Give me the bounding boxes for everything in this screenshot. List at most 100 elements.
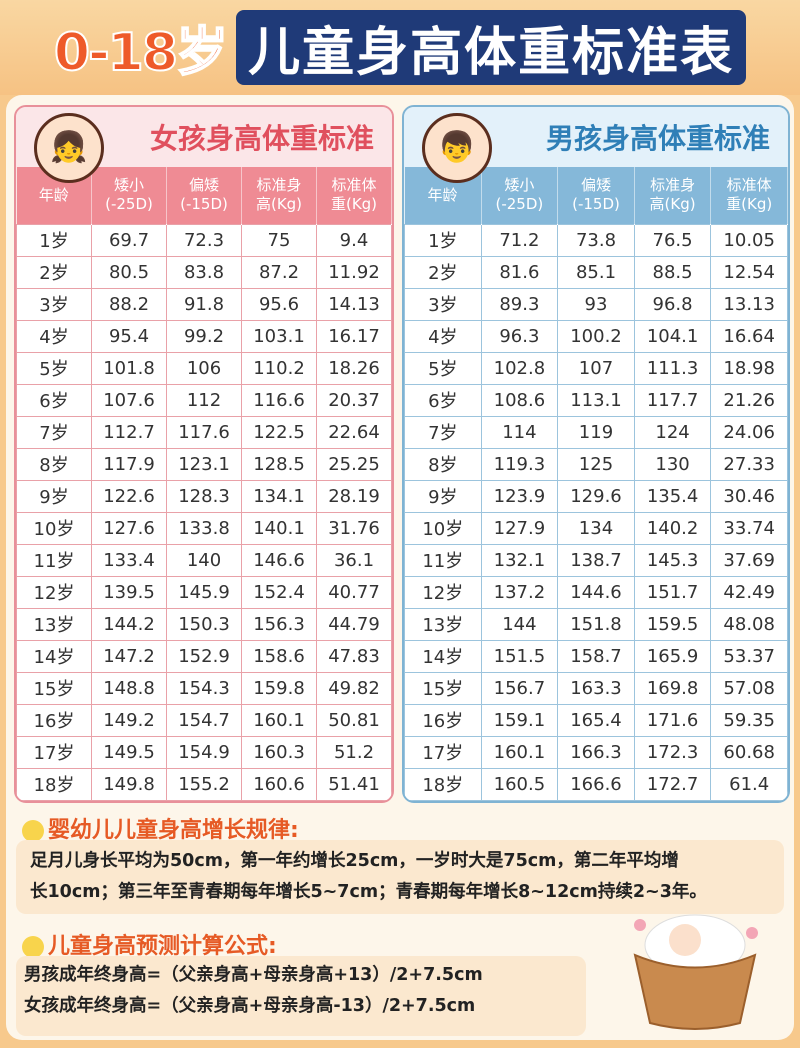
age-cell: 6岁 [16,383,92,417]
boy-table-row: 8岁 119.3 125 130 27.33 [404,447,788,481]
age-cell: 12岁 [404,575,482,609]
boy-table-row: 1岁 71.2 73.8 76.5 10.05 [404,223,788,257]
value-cell: 160.6 [241,767,317,801]
value-cell: 119 [557,415,635,449]
formula-text-box: 男孩成年终身高=（父亲身高+母亲身高+13）/2+7.5cm 女孩成年终身高=（… [16,956,586,1036]
girl-column-header: 标准身 高(Kg) [241,167,317,224]
value-cell: 130 [633,447,712,481]
girl-table-row: 18岁 149.8 155.2 160.6 51.41 [16,767,392,801]
value-cell: 172.7 [633,767,712,801]
boy-table-row: 14岁 151.5 158.7 165.9 53.37 [404,639,788,673]
value-cell: 100.2 [557,319,635,353]
girl-table-row: 9岁 122.6 128.3 134.1 28.19 [16,479,392,513]
value-cell: 24.06 [710,415,788,449]
value-cell: 150.3 [166,607,242,641]
value-cell: 61.4 [710,767,788,801]
value-cell: 101.8 [91,351,167,385]
value-cell: 37.69 [710,543,788,577]
boy-table-row: 17岁 160.1 166.3 172.3 60.68 [404,735,788,769]
age-cell: 3岁 [16,287,92,321]
value-cell: 117.9 [91,447,167,481]
value-cell: 166.6 [557,767,635,801]
value-cell: 31.76 [316,511,392,545]
value-cell: 119.3 [480,447,559,481]
value-cell: 151.8 [557,607,635,641]
age-cell: 10岁 [404,511,482,545]
age-cell: 7岁 [16,415,92,449]
boy-table-row: 9岁 123.9 129.6 135.4 30.46 [404,479,788,513]
value-cell: 151.5 [480,639,559,673]
boy-column-header: 矮小 (-25D) [481,167,559,224]
value-cell: 114 [480,415,559,449]
value-cell: 47.83 [316,639,392,673]
value-cell: 81.6 [480,255,559,289]
value-cell: 16.64 [710,319,788,353]
value-cell: 128.5 [241,447,317,481]
age-cell: 11岁 [16,543,92,577]
value-cell: 117.7 [633,383,712,417]
value-cell: 18.26 [316,351,392,385]
value-cell: 163.3 [557,671,635,705]
age-cell: 5岁 [16,351,92,385]
value-cell: 113.1 [557,383,635,417]
value-cell: 122.5 [241,415,317,449]
age-cell: 4岁 [16,319,92,353]
value-cell: 80.5 [91,255,167,289]
girl-table-row: 8岁 117.9 123.1 128.5 25.25 [16,447,392,481]
baby-basket-icon [633,914,758,1030]
age-cell: 7岁 [404,415,482,449]
value-cell: 132.1 [480,543,559,577]
boy-table-row: 4岁 96.3 100.2 104.1 16.64 [404,319,788,353]
value-cell: 158.6 [241,639,317,673]
title-age-range: 0-18岁 [53,22,229,84]
age-cell: 5岁 [404,351,482,385]
age-cell: 4岁 [404,319,482,353]
age-cell: 10岁 [16,511,92,545]
value-cell: 9.4 [316,223,392,257]
formula-title-text: 儿童身高预测计算公式: [48,934,277,959]
girl-table-row: 2岁 80.5 83.8 87.2 11.92 [16,255,392,289]
value-cell: 133.8 [166,511,242,545]
girl-table-row: 13岁 144.2 150.3 156.3 44.79 [16,607,392,641]
girl-table-row: 3岁 88.2 91.8 95.6 14.13 [16,287,392,321]
girl-table-row: 6岁 107.6 112 116.6 20.37 [16,383,392,417]
age-cell: 3岁 [404,287,482,321]
value-cell: 48.08 [710,607,788,641]
value-cell: 60.68 [710,735,788,769]
value-cell: 76.5 [633,223,712,257]
girl-table-row: 12岁 139.5 145.9 152.4 40.77 [16,575,392,609]
value-cell: 83.8 [166,255,242,289]
value-cell: 144.2 [91,607,167,641]
value-cell: 159.5 [633,607,712,641]
value-cell: 165.4 [557,703,635,737]
boy-column-header: 标准身 高(Kg) [634,167,712,224]
value-cell: 169.8 [633,671,712,705]
bee-icon [22,820,44,842]
boy-column-header: 偏矮 (-15D) [557,167,635,224]
value-cell: 88.5 [633,255,712,289]
value-cell: 112.7 [91,415,167,449]
boy-column-header: 标准体 重(Kg) [710,167,788,224]
value-cell: 117.6 [166,415,242,449]
girl-table-row: 1岁 69.7 72.3 75 9.4 [16,223,392,257]
age-cell: 18岁 [404,767,482,801]
value-cell: 138.7 [557,543,635,577]
value-cell: 51.2 [316,735,392,769]
value-cell: 134 [557,511,635,545]
boy-table-row: 6岁 108.6 113.1 117.7 21.26 [404,383,788,417]
age-cell: 1岁 [404,223,482,257]
age-cell: 16岁 [404,703,482,737]
boy-table-row: 15岁 156.7 163.3 169.8 57.08 [404,671,788,705]
value-cell: 125 [557,447,635,481]
formula-girl: 女孩成年终身高=（父亲身高+母亲身高-13）/2+7.5cm [24,996,476,1016]
value-cell: 21.26 [710,383,788,417]
value-cell: 145.9 [166,575,242,609]
value-cell: 11.92 [316,255,392,289]
age-cell: 8岁 [404,447,482,481]
value-cell: 107 [557,351,635,385]
boy-table-row: 5岁 102.8 107 111.3 18.98 [404,351,788,385]
value-cell: 69.7 [91,223,167,257]
value-cell: 112 [166,383,242,417]
value-cell: 22.64 [316,415,392,449]
title-banner: 0-18岁 儿童身高体重标准表 [0,0,800,95]
